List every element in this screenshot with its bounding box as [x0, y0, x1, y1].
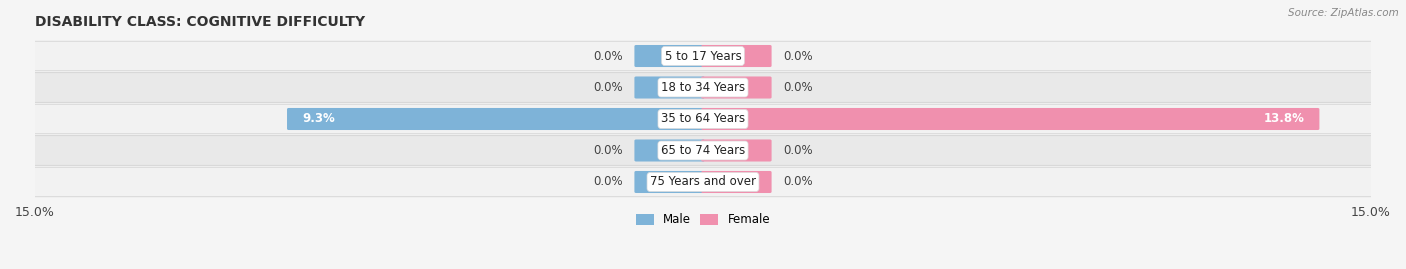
- Legend: Male, Female: Male, Female: [631, 208, 775, 231]
- Text: 65 to 74 Years: 65 to 74 Years: [661, 144, 745, 157]
- Text: 5 to 17 Years: 5 to 17 Years: [665, 49, 741, 62]
- FancyBboxPatch shape: [634, 45, 704, 67]
- Text: 0.0%: 0.0%: [783, 49, 813, 62]
- Text: 75 Years and over: 75 Years and over: [650, 175, 756, 189]
- FancyBboxPatch shape: [634, 76, 704, 98]
- FancyBboxPatch shape: [25, 104, 1381, 134]
- FancyBboxPatch shape: [25, 73, 1381, 102]
- Text: 0.0%: 0.0%: [593, 49, 623, 62]
- FancyBboxPatch shape: [702, 76, 772, 98]
- FancyBboxPatch shape: [634, 171, 704, 193]
- Text: 0.0%: 0.0%: [593, 175, 623, 189]
- FancyBboxPatch shape: [287, 108, 704, 130]
- Text: 0.0%: 0.0%: [783, 81, 813, 94]
- FancyBboxPatch shape: [702, 171, 772, 193]
- FancyBboxPatch shape: [702, 108, 1319, 130]
- Text: 35 to 64 Years: 35 to 64 Years: [661, 112, 745, 126]
- Text: 13.8%: 13.8%: [1264, 112, 1305, 126]
- FancyBboxPatch shape: [25, 167, 1381, 197]
- FancyBboxPatch shape: [702, 45, 772, 67]
- Text: 0.0%: 0.0%: [783, 144, 813, 157]
- Text: 0.0%: 0.0%: [593, 144, 623, 157]
- Text: 0.0%: 0.0%: [593, 81, 623, 94]
- Text: DISABILITY CLASS: COGNITIVE DIFFICULTY: DISABILITY CLASS: COGNITIVE DIFFICULTY: [35, 15, 366, 29]
- Text: 0.0%: 0.0%: [783, 175, 813, 189]
- Text: 18 to 34 Years: 18 to 34 Years: [661, 81, 745, 94]
- FancyBboxPatch shape: [25, 136, 1381, 165]
- Text: Source: ZipAtlas.com: Source: ZipAtlas.com: [1288, 8, 1399, 18]
- Text: 9.3%: 9.3%: [302, 112, 335, 126]
- FancyBboxPatch shape: [634, 139, 704, 161]
- FancyBboxPatch shape: [702, 139, 772, 161]
- FancyBboxPatch shape: [25, 41, 1381, 71]
